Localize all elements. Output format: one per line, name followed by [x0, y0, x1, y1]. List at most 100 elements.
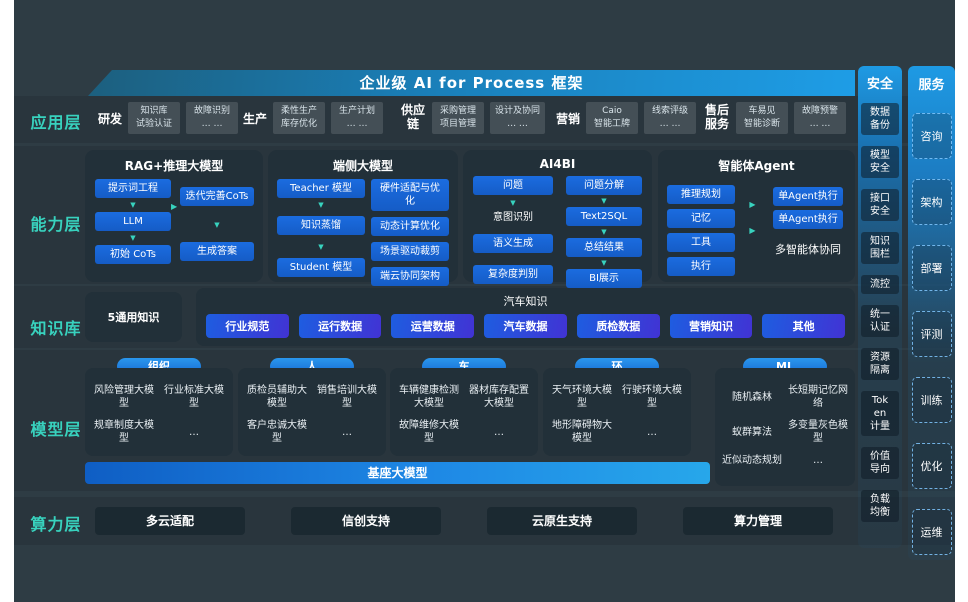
app-group-label: 生产: [243, 111, 268, 126]
model-item: 风险管理大模型: [94, 385, 154, 409]
model-item: 销售培训大模型: [317, 385, 377, 409]
arrow-down-icon: ▼: [601, 259, 607, 267]
service-item: 评测: [911, 311, 952, 357]
service-item: 优化: [911, 443, 952, 489]
arrow-down-icon: ▼: [510, 199, 516, 207]
knowledge-pill: 汽车数据: [484, 314, 567, 338]
model-item: 蚁群算法: [732, 426, 772, 438]
flow-box: 生成答案: [180, 242, 254, 261]
app-item-line: Caio: [602, 106, 622, 116]
app-item-line: 线索评级: [652, 106, 689, 116]
app-item-box: Caio 智能工牌: [586, 102, 639, 135]
model-item: …: [494, 426, 504, 438]
flow-box: 单Agent执行: [773, 187, 843, 206]
panel-agent: 智能体Agent 推理规划 记忆 工具 执行 ▶ ▶ 单Agent执行 单Age…: [658, 150, 855, 282]
model-item: 规章制度大模型: [94, 420, 154, 444]
app-item-box: 故障预警 … …: [794, 102, 846, 135]
app-item-box: 柔性生产 库存优化: [273, 102, 326, 135]
model-item: 天气环境大模型: [552, 385, 612, 409]
app-group-after-sales: 售后服务 车易见 智能诊断 故障预警 … …: [704, 102, 846, 135]
app-item-line: 试验认证: [136, 119, 173, 130]
compute-box-cloudnative: 云原生支持: [487, 507, 637, 535]
knowledge-pill: 运行数据: [298, 314, 382, 338]
service-item: 训练: [911, 377, 952, 423]
app-item-box: 车易见 智能诊断: [736, 102, 788, 135]
flow-box: 端云协同架构: [371, 267, 449, 286]
flow-box: 知识蒸馏: [277, 216, 365, 235]
model-item: …: [813, 455, 823, 466]
security-item: 资源隔离: [861, 348, 899, 380]
security-item: 知识围栏: [861, 232, 899, 264]
model-group-ml: 随机森林 长短期记忆网络 蚁群算法 多变量灰色模型 近似动态规划 …: [715, 368, 855, 486]
app-group-rnd: 研发 知识库 试验认证 故障识别 … …: [98, 102, 239, 135]
flow-box: 单Agent执行: [773, 210, 843, 229]
app-group-label: 供应链: [400, 103, 425, 132]
panel-title: 端侧大模型: [332, 159, 393, 173]
panel-rag: RAG+推理大模型 提示词工程 ▼ LLM ▼ 初始 CoTs 迭代完善CoTs…: [85, 150, 263, 282]
model-item: 行驶环境大模型: [622, 385, 682, 409]
knowledge-pill: 其他: [762, 314, 846, 338]
app-group-production: 生产 柔性生产 库存优化 生产计划 … …: [243, 102, 384, 135]
app-group-label: 售后服务: [704, 103, 729, 132]
flow-box: Text2SQL: [566, 207, 642, 226]
security-item: 接口安全: [861, 189, 899, 221]
flow-box: Student 模型: [277, 258, 365, 277]
app-item-box: 设计及协同 … …: [490, 102, 546, 135]
arrow-down-icon: ▼: [601, 197, 607, 205]
service-item: 架构: [911, 179, 952, 225]
security-column: 安全 数据备份 模型安全 接口安全 知识围栏 流控 统一认证 资源隔离 Toke…: [858, 66, 902, 548]
arrow-down-icon: ▼: [318, 201, 324, 209]
arrow-down-icon: ▼: [318, 243, 324, 251]
compute-box-multicloud: 多云适配: [95, 507, 245, 535]
knowledge-pill: 行业规范: [206, 314, 289, 338]
service-item: 部署: [911, 245, 952, 291]
model-item: …: [189, 426, 199, 438]
app-item-line: 智能工牌: [594, 119, 631, 130]
flow-box: 语义生成: [473, 234, 553, 253]
flow-box: 初始 CoTs: [95, 245, 171, 264]
flow-box: 问题分解: [566, 176, 642, 195]
model-group-environment: 天气环境大模型 行驶环境大模型 地形障碍物大模型 …: [543, 368, 691, 456]
app-item-line: … …: [659, 119, 681, 130]
arrow-down-icon: ▼: [214, 221, 220, 229]
service-item: 运维: [911, 509, 952, 555]
compute-box-management: 算力管理: [683, 507, 833, 535]
flow-box: 硬件适配与优化: [371, 179, 449, 211]
arrow-right-icon: ▶: [171, 202, 178, 211]
service-title: 服务: [918, 78, 945, 93]
flow-box: 执行: [667, 257, 735, 276]
model-item: 行业标准大模型: [164, 385, 224, 409]
app-item-line: 故障预警: [801, 106, 838, 116]
security-item: 数据备份: [861, 103, 899, 135]
banner-title: 企业级 AI for Process 框架: [88, 70, 855, 96]
layer-label-capability: 能力层: [30, 215, 82, 234]
security-title: 安全: [866, 77, 893, 92]
arrow-down-icon: ▼: [601, 228, 607, 236]
flow-box: 复杂度判别: [473, 265, 553, 284]
app-item-box: 知识库 试验认证: [128, 102, 181, 135]
panel-ai4bi: AI4BI 问题 ▼ 意图识别 语义生成 复杂度判别 问题分解 ▼ Text2S…: [463, 150, 652, 288]
flow-box: 迭代完善CoTs: [180, 187, 254, 206]
layer-label-knowledge: 知识库: [30, 319, 82, 338]
arrow-right-icon: ▶: [749, 200, 756, 209]
flow-box: Teacher 模型: [277, 179, 365, 198]
service-item: 咨询: [911, 113, 952, 159]
app-item-line: 库存优化: [281, 119, 318, 130]
model-item: 器材库存配置大模型: [469, 385, 529, 409]
app-item-box: 采购管理 项目管理: [432, 102, 484, 135]
compute-box-xinchuang: 信创支持: [291, 507, 441, 535]
flow-box: 场景驱动裁剪: [371, 242, 449, 261]
model-group-vehicle: 车辆健康检测大模型 器材库存配置大模型 故障维修大模型 …: [390, 368, 538, 456]
knowledge-pill: 营销知识: [669, 314, 753, 338]
model-group-people: 质检员辅助大模型 销售培训大模型 客户忠诚大模型 …: [238, 368, 386, 456]
flow-box: 动态计算优化: [371, 217, 449, 236]
app-item-line: 故障识别: [194, 106, 231, 116]
model-item: …: [647, 426, 657, 438]
security-item: 负载均衡: [861, 490, 899, 522]
base-model-bar: 基座大模型: [85, 462, 710, 484]
security-item: 模型安全: [861, 146, 899, 178]
app-item-line: 项目管理: [439, 119, 476, 130]
app-item-line: 采购管理: [439, 106, 476, 116]
app-group-label: 营销: [556, 111, 581, 126]
model-item: 质检员辅助大模型: [247, 385, 307, 409]
